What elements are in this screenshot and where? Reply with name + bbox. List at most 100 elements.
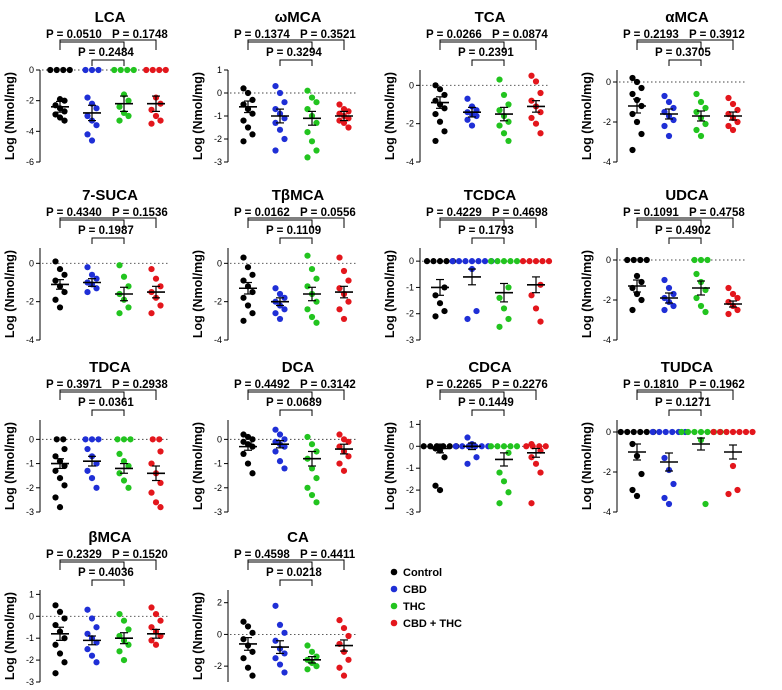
bracket-control-thc <box>439 39 537 50</box>
data-point <box>710 428 717 436</box>
data-point <box>473 112 480 120</box>
legend-marker <box>390 568 398 576</box>
bracket-control-thc <box>59 389 157 400</box>
data-point <box>148 120 155 127</box>
data-point <box>308 94 316 101</box>
data-point <box>240 138 247 145</box>
data-point <box>116 103 123 110</box>
bracket-control-thc <box>59 39 157 50</box>
data-point <box>148 604 155 611</box>
data-point <box>244 264 252 271</box>
data-point <box>66 66 73 74</box>
data-point <box>84 288 91 296</box>
data-point <box>120 458 128 465</box>
bracket-cbd-thc <box>91 59 125 66</box>
data-point <box>464 315 471 323</box>
y-tick-label: 2 <box>217 598 222 608</box>
data-point <box>494 443 501 450</box>
data-point <box>61 482 68 489</box>
y-tick-label: -1 <box>26 633 34 643</box>
data-point <box>670 116 677 124</box>
data-point <box>52 277 59 284</box>
data-point <box>148 489 155 496</box>
y-axis-label: Log (Nmol/mg) <box>580 72 594 160</box>
p-value-cbd-thc: P = 0.0689 <box>266 397 322 409</box>
data-point <box>276 431 284 438</box>
data-point <box>661 454 668 462</box>
y-tick-label: -4 <box>26 335 34 345</box>
data-point <box>308 441 316 448</box>
panel-title: βMCA <box>88 529 131 546</box>
data-point <box>500 258 508 265</box>
data-point <box>127 436 134 443</box>
data-point <box>52 670 59 677</box>
panel-title: TUDCA <box>661 359 714 376</box>
p-value-cbd-thc: P = 0.4036 <box>78 567 134 579</box>
data-point <box>313 475 320 482</box>
data-point <box>496 294 503 302</box>
y-axis-label: Log (Nmol/mg) <box>3 592 17 680</box>
data-point <box>704 428 711 436</box>
bracket-cbd-thc <box>279 59 313 66</box>
data-point <box>56 114 64 121</box>
p-value-cbd-thc: P = 0.4902 <box>655 225 711 237</box>
data-point <box>340 315 348 323</box>
data-point <box>304 154 311 161</box>
data-point <box>125 112 132 120</box>
data-point <box>697 132 705 140</box>
p-value-cbd-thc: P = 0.2484 <box>78 47 134 59</box>
data-point <box>496 500 503 507</box>
data-point <box>436 300 444 307</box>
data-point <box>116 648 123 655</box>
data-point <box>276 315 284 323</box>
data-point <box>56 504 64 511</box>
data-point <box>678 428 685 436</box>
p-value-control-thc: P = 0.0874 <box>492 29 548 41</box>
data-point <box>281 135 288 143</box>
data-point <box>148 310 155 317</box>
p-value-control-cbd: P = 0.4492 <box>234 379 290 391</box>
data-point <box>249 470 256 477</box>
y-tick-label: 0 <box>217 88 222 98</box>
bracket-cbd-thc <box>668 59 702 66</box>
data-point <box>157 283 164 290</box>
data-point <box>345 453 352 460</box>
data-point <box>729 428 737 436</box>
y-tick-label: 0 <box>409 256 414 266</box>
data-point <box>661 122 668 130</box>
data-point <box>313 147 320 154</box>
data-point <box>84 606 91 613</box>
data-point <box>697 302 705 310</box>
panel-title: DCA <box>282 359 315 376</box>
panel--mca: αMCA Log (Nmol/mg) 0 -2 -4 P = 0.2193 P = 0.39… <box>580 9 745 167</box>
y-tick-label: -4 <box>26 126 34 136</box>
data-point <box>52 621 59 629</box>
p-value-control-cbd: P = 0.4229 <box>426 207 482 219</box>
data-point <box>537 89 544 97</box>
data-point <box>629 486 636 494</box>
data-point <box>336 431 343 438</box>
data-point <box>117 66 124 74</box>
data-point <box>313 653 320 660</box>
data-point <box>304 106 311 113</box>
data-point <box>148 637 155 644</box>
data-point <box>452 443 459 450</box>
data-point <box>148 624 155 631</box>
p-value-control-cbd: P = 0.0510 <box>46 29 102 41</box>
data-point <box>702 120 709 128</box>
p-value-cbd-thc: P = 0.0218 <box>266 567 322 579</box>
data-point <box>313 499 320 506</box>
p-value-control-thc: P = 0.2938 <box>112 379 168 391</box>
data-point <box>500 443 508 450</box>
p-value-cbd-thc: P = 0.1271 <box>655 397 711 409</box>
data-point <box>240 450 247 457</box>
y-tick-label: -2 <box>406 119 414 129</box>
data-point <box>697 98 705 106</box>
panel-tca: TCA Log (Nmol/mg) 0 -2 -4 P = 0.0266 P = 0.087… <box>383 9 548 167</box>
data-point <box>661 92 668 100</box>
data-point <box>633 78 641 86</box>
p-value-control-thc: P = 0.4411 <box>300 549 356 561</box>
y-tick-label: -1 <box>406 282 414 292</box>
data-point <box>532 78 540 85</box>
